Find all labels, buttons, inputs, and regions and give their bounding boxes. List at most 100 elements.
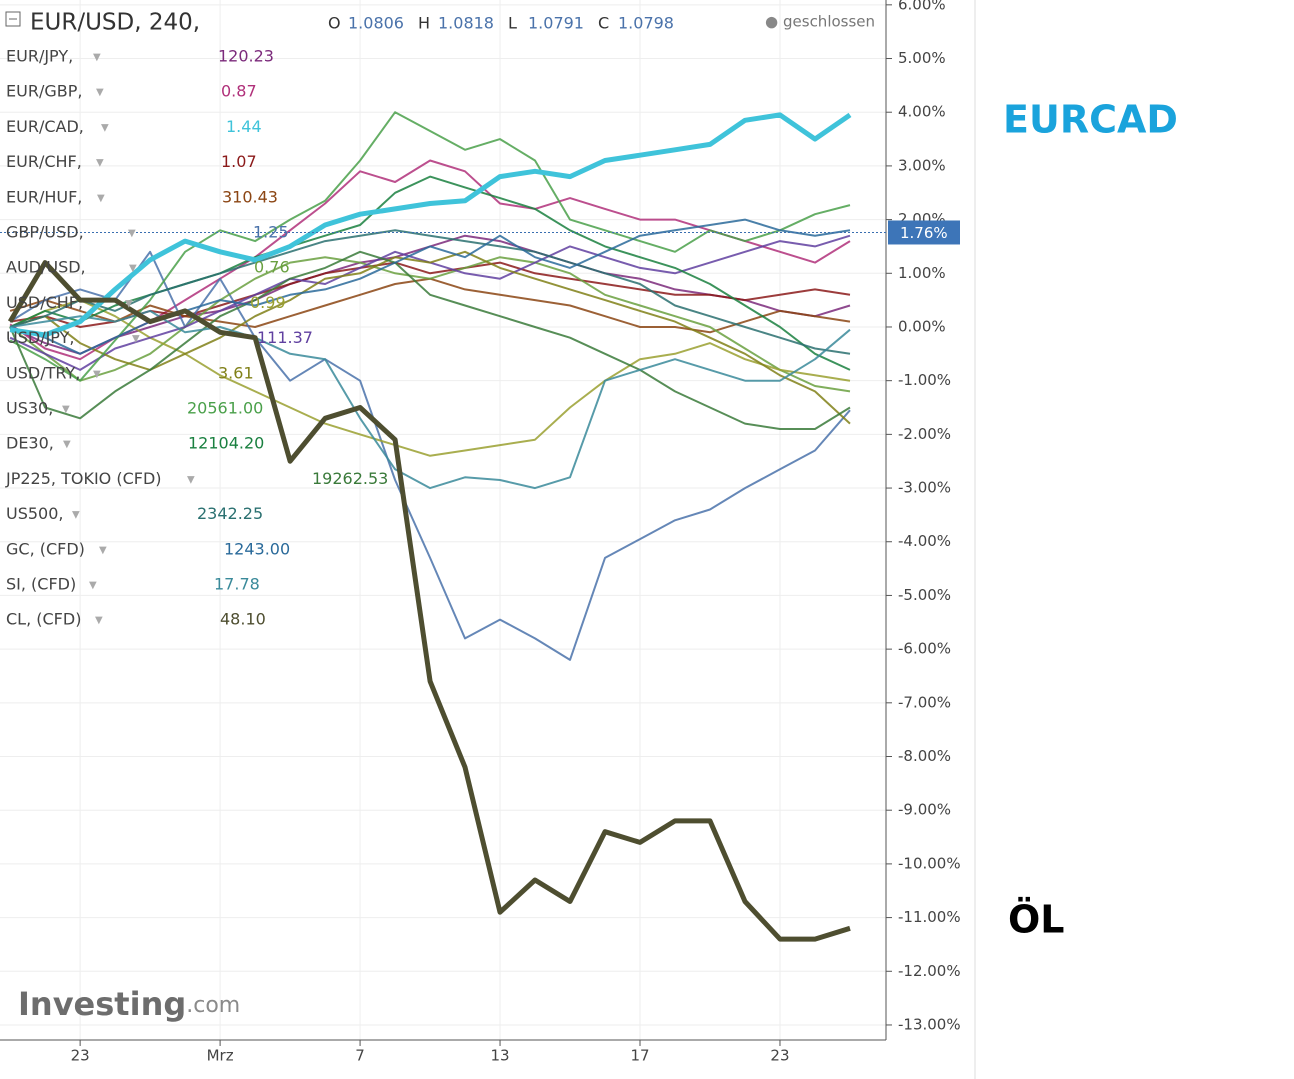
legend-arrow: ▼ <box>72 510 80 521</box>
y-tick-label: -4.00% <box>898 532 951 550</box>
ohlc-value: 1.0818 <box>438 14 494 33</box>
series-line <box>9 111 851 382</box>
legend-arrow: ▼ <box>95 615 103 626</box>
series-line <box>9 112 852 338</box>
legend-arrow: ▼ <box>93 52 101 63</box>
x-tick-label: 13 <box>490 1047 509 1065</box>
legend-value: 1243.00 <box>224 539 290 558</box>
y-tick-label: 6.00% <box>898 0 946 13</box>
y-tick-label: -8.00% <box>898 747 951 765</box>
legend-name: USD/JPY, <box>6 328 74 347</box>
legend-arrow: ▼ <box>97 193 105 204</box>
legend-name: EUR/CHF, <box>6 152 82 171</box>
legend-value: 17.78 <box>214 575 260 594</box>
y-tick-label: -12.00% <box>898 962 961 980</box>
legend-name: EUR/CAD, <box>6 117 84 136</box>
legend-arrow: ▼ <box>89 580 97 591</box>
legend-arrow: ▼ <box>93 369 101 380</box>
legend-name: GBP/USD, <box>6 223 84 242</box>
legend-arrow: ▼ <box>132 334 140 345</box>
legend-value: 120.23 <box>218 47 274 66</box>
y-tick-label: 4.00% <box>898 103 946 121</box>
legend-name: EUR/GBP, <box>6 82 82 101</box>
y-tick-label: -13.00% <box>898 1015 961 1033</box>
x-tick-label: 23 <box>71 1047 90 1065</box>
legend-name: EUR/HUF, <box>6 187 82 206</box>
legend: EUR/USD, 240, ● geschlossen O 1.0806 H 1.08… <box>5 10 875 629</box>
legend-name: USD/CHF, <box>6 293 83 312</box>
ohlc-key: C <box>598 14 609 33</box>
annotations: EURCAD ÖL Investing.com <box>18 98 1178 1024</box>
legend-value: 12104.20 <box>188 434 264 453</box>
watermark: Investing.com <box>18 985 240 1023</box>
legend-value: 310.43 <box>222 187 278 206</box>
legend-value: 19262.53 <box>312 469 388 488</box>
y-tick-label: 5.00% <box>898 49 946 67</box>
y-tick-label: -10.00% <box>898 854 961 872</box>
legend-arrow: ▼ <box>101 122 109 133</box>
legend-name: USD/TRY, <box>6 363 80 382</box>
legend-arrow: ▼ <box>125 298 133 309</box>
legend-name: DE30, <box>6 434 54 453</box>
ohlc-key: O <box>328 14 341 33</box>
watermark-suffix: .com <box>186 993 240 1018</box>
y-tick-label: 1.00% <box>898 264 946 282</box>
legend-value: 111.37 <box>257 328 313 347</box>
y-tick-label: 3.00% <box>898 156 946 174</box>
legend-value: 1.07 <box>221 152 257 171</box>
legend-arrow: ▼ <box>62 404 70 415</box>
series-line <box>9 309 851 490</box>
legend-name: US500, <box>6 504 64 523</box>
series-line <box>9 250 851 661</box>
x-tick-label: 23 <box>770 1047 789 1065</box>
annotation-oil: ÖL <box>1008 898 1065 942</box>
legend-value: 3.61 <box>218 363 254 382</box>
legend-name: US30, <box>6 399 53 418</box>
legend-name: CL, (CFD) <box>6 610 81 629</box>
legend-arrow: ▼ <box>63 439 71 450</box>
legend-arrow: ▼ <box>96 158 104 169</box>
y-tick-label: -2.00% <box>898 425 951 443</box>
axes: 6.00%5.00%4.00%3.00%2.00%1.00%0.00%-1.00… <box>0 0 961 1065</box>
y-tick-label: -3.00% <box>898 479 951 497</box>
legend-value: 0.99 <box>250 293 286 312</box>
series-line <box>9 250 851 430</box>
legend-value: 0.76 <box>254 258 290 277</box>
series-line <box>9 256 851 393</box>
y-tick-label: -6.00% <box>898 640 951 658</box>
y-tick-label: -9.00% <box>898 801 951 819</box>
current-value-box <box>888 220 960 245</box>
grid <box>0 0 886 1040</box>
series-line <box>9 229 851 355</box>
watermark-main: Investing <box>18 985 186 1023</box>
status-dot: ● <box>765 13 778 31</box>
collapse-icon[interactable] <box>5 11 21 27</box>
legend-value: 0.87 <box>221 82 257 101</box>
legend-arrow: ▼ <box>128 228 136 239</box>
legend-value: 1.25 <box>253 223 289 242</box>
y-tick-label: -5.00% <box>898 586 951 604</box>
current-value-label: 1.76% <box>900 224 948 242</box>
legend-value: 1.44 <box>226 117 262 136</box>
y-tick-label: -7.00% <box>898 693 951 711</box>
legend-name: AUD/USD, <box>6 258 86 277</box>
legend-arrow: ▼ <box>96 87 104 98</box>
legend-name: SI, (CFD) <box>6 575 76 594</box>
legend-name: JP225, TOKIO (CFD) <box>5 469 162 488</box>
legend-value: 20561.00 <box>187 399 263 418</box>
ohlc-value: 1.0791 <box>528 14 584 33</box>
ohlc-value: 1.0798 <box>618 14 674 33</box>
legend-arrow: ▼ <box>129 263 137 274</box>
ohlc-key: L <box>508 14 517 33</box>
x-tick-label: 7 <box>355 1047 365 1065</box>
series-line <box>7 260 851 942</box>
legend-arrow: ▼ <box>187 474 195 485</box>
legend-name: EUR/JPY, <box>6 47 73 66</box>
annotation-eurcad: EURCAD <box>1003 98 1178 142</box>
y-tick-label: -11.00% <box>898 908 961 926</box>
status: geschlossen <box>783 13 875 31</box>
header-symbol: EUR/USD, 240, <box>30 10 200 36</box>
plot-lines <box>7 111 852 942</box>
x-tick-label: 17 <box>630 1047 649 1065</box>
